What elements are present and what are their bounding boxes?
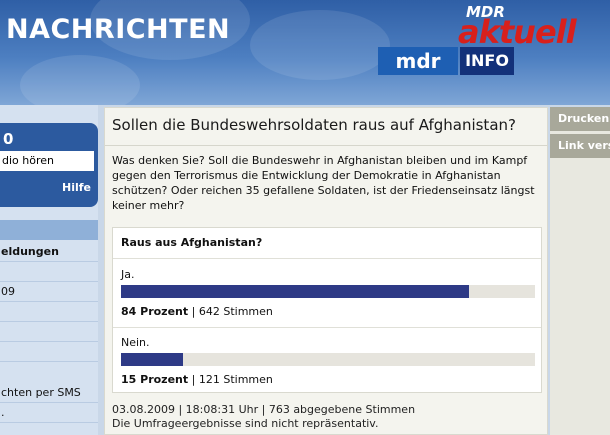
poll-timestamp: 03.08.2009 | 18:08:31 Uhr | 763 abgegebe… (112, 403, 416, 416)
mdr-logo[interactable]: mdr (378, 47, 458, 75)
radio-station-number: 0 (3, 130, 14, 148)
left-sidebar: 0 dio hören Hilfe eldungen 09 chten per … (0, 105, 98, 435)
percent-no: 15 Prozent (121, 373, 189, 386)
right-column: Drucken Link vers (550, 107, 610, 435)
divider (113, 327, 541, 328)
sidebar-item[interactable] (0, 262, 98, 282)
sidebar-band (0, 220, 98, 240)
sidebar-item[interactable] (0, 342, 98, 362)
votes-no: 121 Stimmen (198, 373, 273, 386)
option-result-no: 15 Prozent | 121 Stimmen (121, 373, 273, 386)
poll-disclaimer: Die Umfrageergebnisse sind nicht repräse… (112, 417, 379, 430)
section-title: NACHRICHTEN (6, 14, 231, 45)
option-label-no: Nein. (121, 336, 150, 349)
poll-panel: Sollen die Bundeswehrsoldaten raus auf A… (104, 107, 548, 435)
link-send-button[interactable]: Link vers (550, 134, 610, 158)
result-bar-yes (121, 285, 535, 298)
help-link[interactable]: Hilfe (62, 181, 91, 194)
site-header: NACHRICHTEN MDR aktuell mdr INFO (0, 0, 610, 105)
votes-yes: 642 Stimmen (198, 305, 273, 318)
brand-aktuell-text: aktuell (458, 13, 577, 51)
poll-results: Raus aus Afghanistan? Ja. 84 Prozent | 6… (112, 227, 542, 393)
sidebar-item[interactable] (0, 322, 98, 342)
percent-yes: 84 Prozent (121, 305, 189, 318)
divider (113, 258, 541, 259)
world-map-shape (250, 10, 390, 80)
radio-box: 0 dio hören Hilfe (0, 123, 98, 207)
poll-title: Raus aus Afghanistan? (121, 236, 263, 249)
info-logo[interactable]: INFO (460, 47, 514, 75)
result-bar-fill-no (121, 353, 184, 366)
result-bar-no (121, 353, 535, 366)
sidebar-item[interactable]: 09 (0, 282, 98, 302)
option-result-yes: 84 Prozent | 642 Stimmen (121, 305, 273, 318)
mdr-aktuell-logo[interactable]: MDR aktuell (458, 3, 608, 51)
brand-mdr-text: MDR (466, 3, 505, 21)
sidebar-item[interactable]: eldungen (0, 242, 98, 262)
poll-question: Sollen die Bundeswehrsoldaten raus auf A… (112, 116, 516, 134)
result-bar-fill-yes (121, 285, 469, 298)
option-label-yes: Ja. (121, 268, 135, 281)
sidebar-item[interactable]: . (0, 403, 98, 423)
sidebar-item[interactable] (0, 302, 98, 322)
radio-listen-link[interactable]: dio hören (0, 151, 94, 171)
world-map-shape (20, 55, 140, 105)
print-button[interactable]: Drucken (550, 107, 610, 131)
divider (105, 145, 547, 146)
sidebar-item[interactable]: chten per SMS (0, 383, 98, 403)
poll-intro: Was denken Sie? Soll die Bundeswehr in A… (112, 154, 535, 212)
